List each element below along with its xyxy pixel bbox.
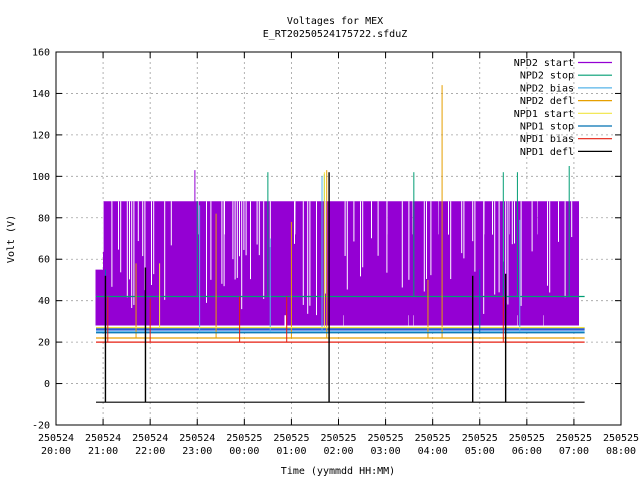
y-axis-label: Volt (V) [6, 215, 17, 263]
x-tick-date: 250524 [179, 433, 215, 444]
x-tick-time: 00:00 [229, 446, 259, 457]
y-tick-label: 20 [38, 338, 50, 349]
y-tick-label: -20 [32, 421, 50, 432]
legend-label: NPD1 stop [520, 122, 574, 133]
x-tick-time: 03:00 [371, 446, 401, 457]
legend-label: NPD2 stop [520, 71, 574, 82]
x-tick-date: 250524 [85, 433, 121, 444]
x-tick-time: 06:00 [512, 446, 542, 457]
y-axis-ticks: -20 0 20 40 60 80 100 120 140 160 [32, 48, 621, 432]
y-tick-label: 80 [38, 213, 50, 224]
legend-label: NPD2 start [514, 58, 574, 69]
x-tick-time: 04:00 [418, 446, 448, 457]
x-axis-label: Time (yymmdd HH:MM) [281, 466, 395, 477]
x-tick-date: 250525 [320, 433, 356, 444]
x-tick-time: 20:00 [41, 446, 71, 457]
chart-title: Voltages for MEX [287, 16, 383, 27]
x-tick-time: 23:00 [182, 446, 212, 457]
series-band [95, 201, 579, 326]
x-tick-time: 05:00 [465, 446, 495, 457]
x-tick-date: 250525 [509, 433, 545, 444]
x-tick-date: 250524 [38, 433, 74, 444]
y-tick-label: 100 [32, 172, 50, 183]
series-band-base [96, 327, 585, 331]
chart-subtitle: E_RT20250524175722.sfduZ [263, 29, 408, 40]
x-tick-date: 250525 [462, 433, 498, 444]
x-axis-ticks: 250524 20:00 250524 21:00 250524 22:00 250524 2… [38, 52, 639, 457]
y-tick-label: 160 [32, 48, 50, 59]
series-npd1-defl [96, 172, 585, 403]
x-tick-date: 250525 [415, 433, 451, 444]
legend-label: NPD1 defl [520, 147, 574, 158]
y-tick-label: 60 [38, 255, 50, 266]
x-tick-time: 07:00 [559, 446, 589, 457]
y-tick-label: 40 [38, 296, 50, 307]
legend-label: NPD1 start [514, 109, 574, 120]
y-tick-label: 140 [32, 89, 50, 100]
x-tick-date: 250525 [603, 433, 639, 444]
x-tick-date: 250525 [273, 433, 309, 444]
x-tick-time: 08:00 [606, 446, 636, 457]
x-tick-time: 01:00 [276, 446, 306, 457]
x-tick-date: 250525 [556, 433, 592, 444]
x-tick-date: 250525 [368, 433, 404, 444]
x-tick-date: 250525 [226, 433, 262, 444]
x-tick-time: 02:00 [323, 446, 353, 457]
legend-label: NPD2 defl [520, 96, 574, 107]
y-tick-label: 0 [44, 379, 50, 390]
legend-label: NPD1 bias [520, 134, 574, 145]
x-tick-time: 22:00 [135, 446, 165, 457]
series-layer [95, 85, 585, 403]
y-tick-label: 120 [32, 130, 50, 141]
legend-label: NPD2 bias [520, 83, 574, 94]
x-tick-time: 21:00 [88, 446, 118, 457]
x-tick-date: 250524 [132, 433, 168, 444]
